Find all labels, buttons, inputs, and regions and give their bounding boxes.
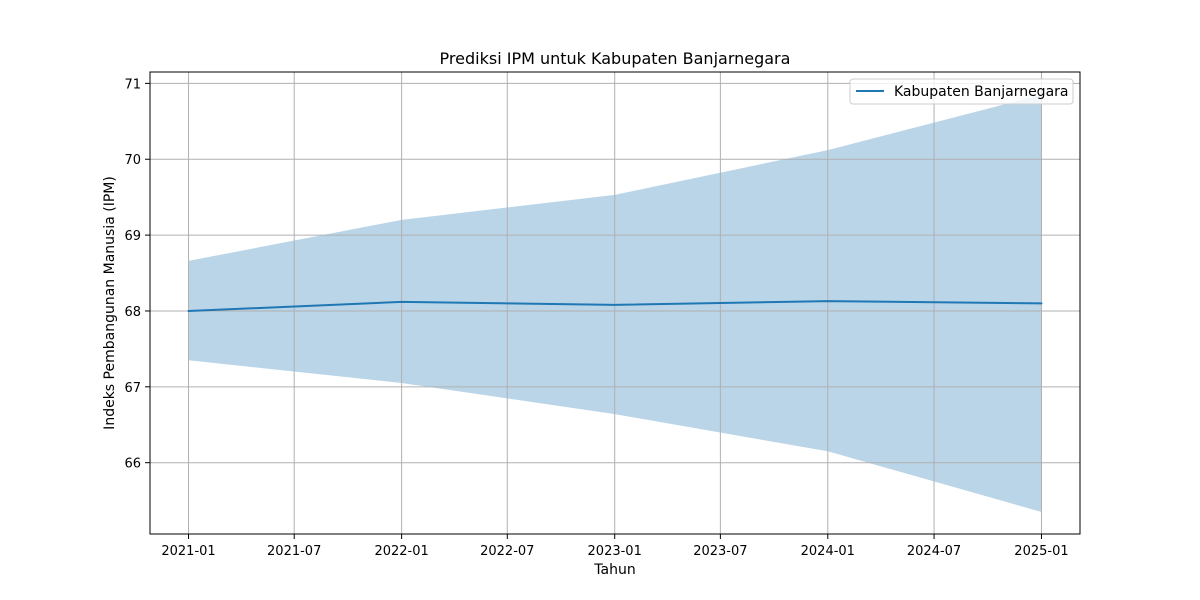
y-tick-label: 67 [124,381,141,396]
x-tick-label: 2021-07 [267,544,321,559]
chart-title: Prediksi IPM untuk Kabupaten Banjarnegar… [440,49,791,68]
x-axis-label: Tahun [593,562,635,578]
series-line [187,300,1043,312]
y-tick-label: 66 [124,457,141,472]
legend: Kabupaten Banjarnegara [849,78,1074,105]
y-axis-label: Indeks Pembangunan Manusia (IPM) [102,176,118,430]
y-tick-label: 71 [124,77,141,92]
y-tick-label: 69 [124,229,141,244]
x-tick-label: 2023-07 [693,544,747,559]
y-axis-ticks: 66 67 68 69 70 71 [124,77,150,472]
x-tick-label: 2024-07 [907,544,961,559]
x-tick-label: 2025-01 [1014,544,1068,559]
x-tick-label: 2021-01 [161,544,215,559]
x-tick-label: 2022-01 [374,544,428,559]
x-tick-label: 2023-01 [588,544,642,559]
y-tick-label: 68 [124,305,141,320]
series-line-layer [187,300,1043,312]
x-axis-ticks: 2021-01 2021-07 2022-01 2022-07 2023-01 2023-… [161,534,1069,559]
legend-label: Kabupaten Banjarnegara [894,84,1069,100]
x-tick-label: 2024-01 [801,544,855,559]
x-tick-label: 2022-07 [480,544,534,559]
legend-box [849,78,1074,105]
y-tick-label: 70 [124,153,141,168]
